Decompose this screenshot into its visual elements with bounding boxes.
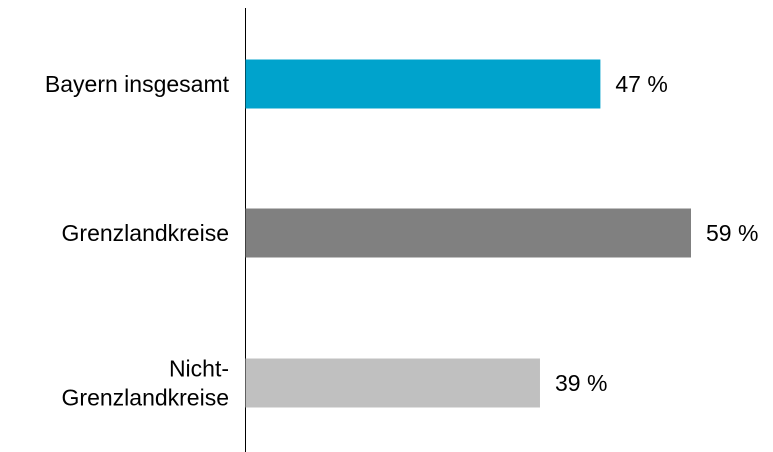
- value-label-0: 47 %: [615, 71, 667, 97]
- category-label-2-line-0: Nicht-: [169, 356, 229, 382]
- bar-2: [245, 358, 540, 408]
- value-label-2: 39 %: [555, 370, 607, 396]
- category-label-1-line-0: Grenzlandkreise: [62, 220, 229, 246]
- bar-1: [245, 208, 691, 258]
- value-label-1: 59 %: [706, 220, 758, 246]
- bars-group: 47 % Bayern insgesamt 59 % Grenzlandkreise 3…: [45, 59, 758, 411]
- bar-0: [245, 59, 601, 109]
- category-label-0-line-0: Bayern insgesamt: [45, 71, 230, 97]
- category-label-2-line-1: Grenzlandkreise: [62, 385, 229, 411]
